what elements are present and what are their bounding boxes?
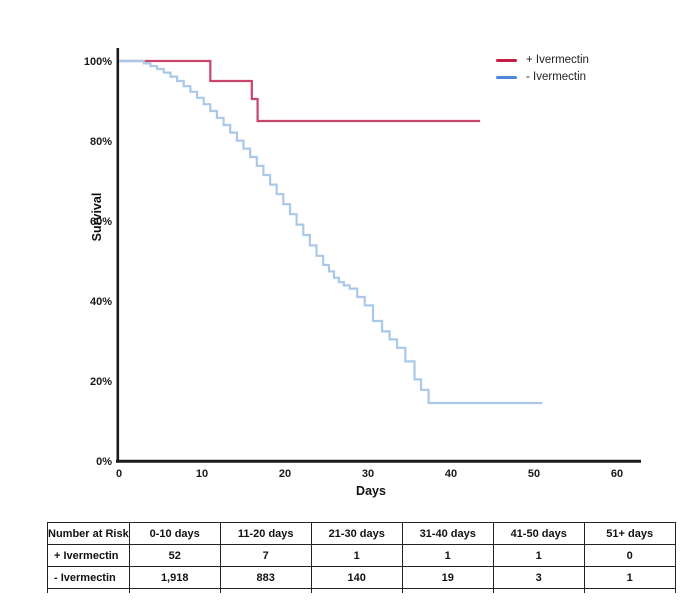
table-header-cell: Number at Risk bbox=[47, 522, 130, 545]
table-cell bbox=[47, 588, 130, 593]
y-tick-label: 20% bbox=[90, 376, 112, 388]
table-cell bbox=[401, 588, 494, 593]
legend-item-plus-ivermectin: + Ivermectin bbox=[496, 53, 589, 67]
y-tick-label: 0% bbox=[96, 456, 112, 468]
survival-curve-minus-ivermectin bbox=[119, 59, 543, 405]
table-cell: 7 bbox=[219, 544, 312, 567]
table-header-cell: 0-10 days bbox=[128, 522, 221, 545]
x-tick-label: 20 bbox=[279, 468, 291, 480]
table-header-row: Number at Risk 0-10 days 11-20 days 21-3… bbox=[47, 522, 676, 545]
x-tick-label: 40 bbox=[445, 468, 457, 480]
survival-curve-plus-ivermectin bbox=[119, 59, 481, 123]
table-cell: 52 bbox=[128, 544, 221, 567]
x-tick-label: 60 bbox=[611, 468, 623, 480]
y-axis-title: Survival bbox=[90, 192, 104, 242]
table-cell bbox=[128, 588, 221, 593]
table-cell bbox=[219, 588, 312, 593]
table-cell: 1,918 bbox=[128, 566, 221, 589]
table-header-cell: 51+ days bbox=[583, 522, 676, 545]
minus-ivermectin-line-swatch bbox=[496, 75, 517, 79]
table-cell: 140 bbox=[310, 566, 403, 589]
table-cell bbox=[583, 588, 676, 593]
y-tick-label: 100% bbox=[84, 56, 112, 68]
row-label: + Ivermectin bbox=[47, 544, 130, 567]
table-header-cell: 21-30 days bbox=[310, 522, 403, 545]
table-cell: 19 bbox=[401, 566, 494, 589]
table-cell: 3 bbox=[492, 566, 585, 589]
kaplan-meier-plot: 100% 80% 60% 40% 20% 0% 0 10 20 30 40 50 60 bbox=[84, 48, 641, 480]
table-cell: 1 bbox=[583, 566, 676, 589]
table-cell: 0 bbox=[583, 544, 676, 567]
table-cell: 1 bbox=[310, 544, 403, 567]
plus-ivermectin-line-swatch bbox=[496, 58, 517, 62]
x-tick-label: 50 bbox=[528, 468, 540, 480]
y-tick-label: 80% bbox=[90, 136, 112, 148]
y-tick-label: 40% bbox=[90, 296, 112, 308]
legend-label: - Ivermectin bbox=[526, 71, 587, 83]
x-tick-label: 10 bbox=[196, 468, 208, 480]
table-cell: 1 bbox=[492, 544, 585, 567]
table-cell bbox=[310, 588, 403, 593]
y-tick-label: 60% bbox=[90, 216, 112, 228]
table-row: + Ivermectin 52 7 1 1 1 0 bbox=[47, 544, 676, 567]
x-tick-label: 0 bbox=[116, 468, 122, 480]
table-row: - Ivermectin 1,918 883 140 19 3 1 bbox=[47, 566, 676, 589]
table-cell: 1 bbox=[401, 544, 494, 567]
legend: + Ivermectin - Ivermectin bbox=[496, 53, 589, 84]
table-cell bbox=[492, 588, 585, 593]
row-label: - Ivermectin bbox=[47, 566, 130, 589]
legend-item-minus-ivermectin: - Ivermectin bbox=[496, 70, 589, 84]
table-header-cell: 11-20 days bbox=[219, 522, 312, 545]
x-axis-title: Days bbox=[356, 484, 386, 498]
table-header-cell: 31-40 days bbox=[401, 522, 494, 545]
table-header-cell: 41-50 days bbox=[492, 522, 585, 545]
number-at-risk-table: Number at Risk 0-10 days 11-20 days 21-3… bbox=[47, 522, 676, 593]
table-partial-row bbox=[47, 588, 676, 593]
table-cell: 883 bbox=[219, 566, 312, 589]
x-tick-label: 30 bbox=[362, 468, 374, 480]
legend-label: + Ivermectin bbox=[526, 54, 589, 66]
